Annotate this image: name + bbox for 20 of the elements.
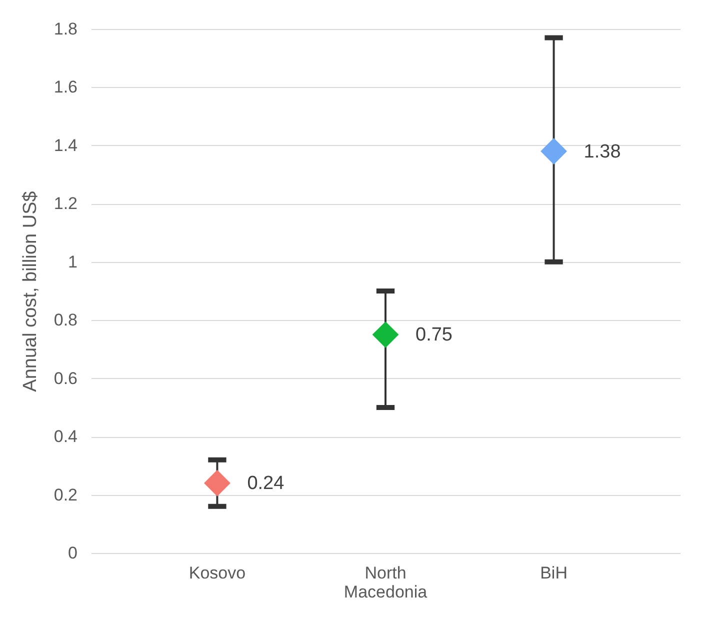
y-tick-label: 0.6 [54,368,78,388]
data-label: 0.24 [247,473,285,494]
y-tick-label: 0 [68,544,78,562]
y-tick-label: 0.2 [54,485,78,504]
data-label: 1.38 [584,141,621,162]
x-tick-label: Kosovo [188,564,246,582]
data-label: 0.75 [416,324,452,346]
y-tick-label: 0.8 [54,310,78,330]
point [204,470,230,496]
y-axis-title: Annual cost, billion US$ [20,190,41,392]
y-tick-label: 1.6 [54,78,78,97]
point [372,321,399,348]
y-tick-label: 1.4 [54,136,78,155]
y-tick-label: 1 [68,252,78,272]
y-tick-label: 0.4 [54,427,78,446]
y-tick-label: 1.2 [54,194,78,214]
y-tick-label: 1.8 [54,20,78,38]
x-tick-label: BiH [540,564,568,582]
x-tick-label: North Macedonia [344,564,428,602]
point [540,138,568,164]
